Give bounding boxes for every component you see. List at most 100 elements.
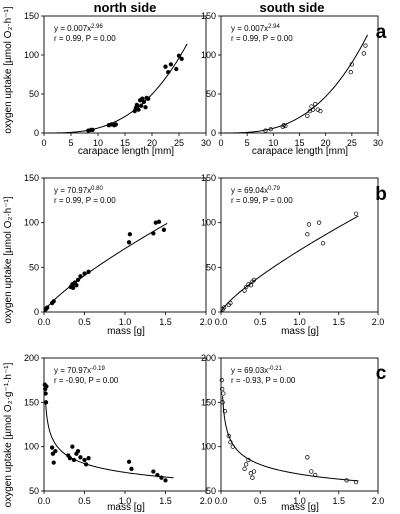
data-point bbox=[44, 384, 49, 389]
fit-curve bbox=[43, 222, 168, 313]
y-tick-label: 150 bbox=[24, 397, 39, 407]
x-axis-label: carapace length [mm] bbox=[252, 146, 348, 157]
y-tick-label: 100 bbox=[201, 50, 216, 60]
data-point bbox=[230, 444, 235, 449]
equation-base: y = 0.007x bbox=[54, 24, 91, 33]
data-point bbox=[226, 433, 232, 439]
data-point bbox=[349, 62, 354, 67]
x-tick-label: 5 bbox=[68, 138, 73, 148]
fit-curve bbox=[45, 402, 174, 479]
data-point bbox=[176, 53, 182, 58]
col-title-south: south side bbox=[259, 0, 324, 15]
y-tick-label: 150 bbox=[24, 173, 39, 183]
y-tick-label: 150 bbox=[201, 173, 216, 183]
fit-curve bbox=[223, 34, 368, 134]
x-tick-label: 10 bbox=[268, 138, 278, 148]
equation-label: y = 0.007x2.94 bbox=[231, 24, 280, 33]
x-tick-label: 0.0 bbox=[38, 496, 51, 506]
panel-letter-a: a bbox=[376, 22, 387, 43]
y-tick-label: 200 bbox=[201, 353, 216, 363]
x-tick-label: 30 bbox=[201, 138, 211, 148]
data-point bbox=[82, 271, 87, 276]
data-point bbox=[248, 471, 253, 476]
data-point bbox=[250, 475, 255, 480]
y-tick-label: 100 bbox=[24, 442, 39, 452]
data-point bbox=[163, 478, 168, 483]
data-point bbox=[166, 70, 171, 75]
stats-label: r = 0.99, P = 0.00 bbox=[231, 196, 293, 205]
data-point bbox=[228, 440, 233, 445]
chart-c-north: 0.0 0.5 1.0 1.5 2.0 50 100 150 200 mass [g] y = 70… bbox=[24, 353, 212, 513]
stats-label: r = -0.93, P = 0.00 bbox=[231, 376, 296, 385]
data-point bbox=[344, 478, 349, 483]
x-tick-label: 2.0 bbox=[372, 317, 385, 327]
x-tick-label: 0 bbox=[218, 138, 223, 148]
y-tick-label: 50 bbox=[29, 262, 39, 272]
equation-label: y = 70.97x-0.19 bbox=[54, 366, 105, 375]
x-tick-label: 0 bbox=[41, 138, 46, 148]
data-point bbox=[313, 101, 318, 107]
data-point bbox=[126, 459, 132, 464]
fit-curve bbox=[222, 396, 359, 482]
x-axis-label: mass [g] bbox=[107, 326, 145, 337]
data-point bbox=[43, 400, 49, 405]
data-point bbox=[141, 99, 147, 104]
data-point bbox=[179, 56, 184, 62]
data-point bbox=[228, 300, 233, 306]
data-point bbox=[305, 455, 310, 460]
x-tick-label: 1.5 bbox=[159, 496, 172, 506]
chart-b-north: 0.0 0.5 1.0 1.5 2.0 0 50 100 150 mass [g] y = 70.9… bbox=[24, 173, 212, 337]
data-point bbox=[71, 285, 76, 291]
data-point bbox=[248, 283, 253, 288]
x-tick-label: 2.0 bbox=[372, 496, 385, 506]
x-tick-label: 1.0 bbox=[119, 317, 132, 327]
stats-label: r = 0.99, P = 0.00 bbox=[54, 34, 116, 43]
equation-base: y = 69.04x bbox=[231, 186, 268, 195]
data-point bbox=[53, 448, 58, 454]
data-point bbox=[306, 222, 312, 227]
data-point bbox=[49, 445, 55, 450]
data-point bbox=[251, 277, 257, 282]
x-tick-label: 0.5 bbox=[254, 496, 267, 506]
y-tick-label: 100 bbox=[24, 50, 39, 60]
ylabel-b: oxygen uptake [µmol O₂·h⁻¹] bbox=[3, 196, 14, 323]
x-tick-label: 20 bbox=[147, 138, 157, 148]
x-tick-label: 0.5 bbox=[78, 317, 91, 327]
data-point bbox=[74, 283, 79, 288]
data-point bbox=[51, 460, 56, 465]
y-tick-label: 0 bbox=[34, 307, 39, 317]
data-point bbox=[127, 232, 133, 237]
data-point bbox=[174, 66, 179, 72]
data-point bbox=[242, 288, 247, 293]
x-tick-label: 2.0 bbox=[200, 317, 213, 327]
data-point bbox=[156, 219, 162, 224]
x-tick-label: 10 bbox=[93, 138, 103, 148]
x-tick-label: 1.5 bbox=[332, 496, 345, 506]
y-tick-label: 150 bbox=[201, 397, 216, 407]
x-axis-label: mass [g] bbox=[107, 502, 145, 513]
x-tick-label: 15 bbox=[120, 138, 130, 148]
x-tick-label: 25 bbox=[174, 138, 184, 148]
data-point bbox=[86, 269, 91, 274]
x-tick-label: 30 bbox=[373, 138, 383, 148]
equation-base: y = 0.007x bbox=[231, 24, 268, 33]
data-point bbox=[126, 240, 132, 245]
x-axis-label: carapace length [mm] bbox=[78, 146, 174, 157]
data-point bbox=[136, 107, 141, 112]
data-point bbox=[83, 462, 89, 467]
x-tick-label: 15 bbox=[294, 138, 304, 148]
data-point bbox=[348, 70, 353, 75]
data-point bbox=[221, 391, 226, 396]
equation-label: y = 69.04x0.79 bbox=[231, 186, 280, 195]
data-point bbox=[161, 227, 167, 232]
equation-exponent: -0.19 bbox=[91, 366, 105, 372]
x-axis-label: mass [g] bbox=[281, 326, 319, 337]
equation-base: y = 70.97x bbox=[54, 366, 91, 375]
x-tick-label: 0.0 bbox=[38, 317, 51, 327]
data-point bbox=[221, 305, 227, 310]
y-tick-label: 0 bbox=[34, 128, 39, 138]
data-point bbox=[143, 105, 148, 110]
